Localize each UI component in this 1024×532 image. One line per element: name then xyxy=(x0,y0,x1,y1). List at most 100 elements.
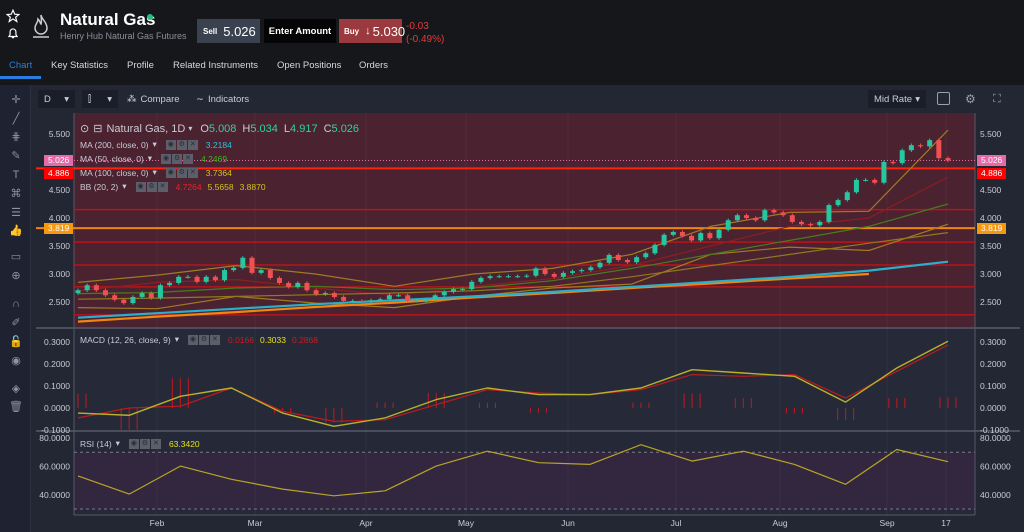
candle xyxy=(304,282,310,291)
ma200-label[interactable]: MA (200, close, 0) xyxy=(80,139,149,150)
close-icon[interactable]: ✕ xyxy=(187,139,198,150)
ma50-label[interactable]: MA (50, close, 0) xyxy=(80,153,144,164)
close-icon[interactable]: ✕ xyxy=(157,181,168,192)
ruler-icon[interactable]: ▭ xyxy=(10,251,22,263)
level-badge-orange-right: 3.819 xyxy=(977,223,1007,234)
close-icon[interactable]: ✕ xyxy=(183,153,194,164)
sell-label: Sell xyxy=(203,26,218,36)
candle xyxy=(414,300,420,302)
tab-open-positions[interactable]: Open Positions xyxy=(277,60,342,71)
tab-related-instruments[interactable]: Related Instruments xyxy=(173,60,259,71)
eye-icon[interactable]: ◉ xyxy=(165,139,176,150)
ma100-legend: MA (100, close, 0) ▾ ◉ ⚙ ✕ 3.7364 xyxy=(80,167,232,178)
stay-drawing-icon[interactable]: ✐ xyxy=(11,317,21,329)
candle xyxy=(176,276,182,283)
eye-icon[interactable]: ◉ xyxy=(187,334,198,345)
ma100-label[interactable]: MA (100, close, 0) xyxy=(80,167,149,178)
candle xyxy=(441,291,447,296)
lock-icon[interactable]: 🔓 xyxy=(9,336,23,348)
eye-icon[interactable]: ◉ xyxy=(161,153,172,164)
price-tick-label: 2.500 xyxy=(49,297,71,307)
rsi-legend: RSI (14) ▾ ◉ ⚙ ✕ 63.3420 xyxy=(80,438,200,449)
chevron-down-icon[interactable]: ▾ xyxy=(188,124,193,133)
eye-icon[interactable]: ◉ xyxy=(165,167,176,178)
candlestick-icon: ⫿ xyxy=(88,93,92,105)
chart-type-select[interactable]: ⫿ ▾ xyxy=(82,90,118,108)
hide-icon[interactable]: ⊟ xyxy=(93,123,103,135)
gear-icon[interactable]: ⚙ xyxy=(172,153,183,164)
rsi-value: 63.3420 xyxy=(168,438,200,449)
close-icon[interactable]: ✕ xyxy=(187,167,198,178)
bb-lower-value: 3.8870 xyxy=(239,181,266,192)
candle xyxy=(139,293,145,297)
buy-button[interactable]: Buy ↓ 5.030 xyxy=(339,19,405,43)
text-icon[interactable]: T xyxy=(12,169,20,181)
sell-button[interactable]: Sell 5.026 xyxy=(197,19,260,43)
eye-icon[interactable]: ◉ xyxy=(135,181,146,192)
measure-icon[interactable]: ☰ xyxy=(11,207,21,219)
settings-gear-icon[interactable]: ⚙ xyxy=(965,92,976,106)
price-tick-label: 5.500 xyxy=(980,129,1002,139)
candle xyxy=(75,290,81,294)
collapse-icon[interactable]: ⊙ xyxy=(80,123,90,135)
main-legend: ⊙ ⊟ Natural Gas, 1D ▾ O 5.008 H 5.034 L 4.917… xyxy=(80,122,359,136)
macd-pane xyxy=(74,329,975,430)
ma200-value: 3.2184 xyxy=(205,139,232,150)
gear-icon[interactable]: ⚙ xyxy=(139,438,150,449)
trend-line-icon[interactable]: ╱ xyxy=(12,113,20,125)
candle xyxy=(478,277,484,282)
zoom-in-icon[interactable]: ⊕ xyxy=(11,270,21,282)
eye-icon[interactable]: ◉ xyxy=(128,438,139,449)
gear-icon[interactable]: ⚙ xyxy=(176,139,187,150)
tab-chart[interactable]: Chart xyxy=(9,60,33,71)
like-icon[interactable]: 👍 xyxy=(9,225,23,237)
rsi-label[interactable]: RSI (14) xyxy=(80,438,112,449)
tab-orders[interactable]: Orders xyxy=(359,60,389,71)
rsi-tick-label: 40.0000 xyxy=(980,490,1011,500)
tab-bar: Chart Key Statistics Profile Related Ins… xyxy=(0,60,500,74)
interval-select[interactable]: D ▾ xyxy=(38,90,75,108)
ma200-legend: MA (200, close, 0) ▾ ◉ ⚙ ✕ 3.2184 xyxy=(80,139,232,150)
macd-hist-value: 0.0166 xyxy=(227,334,254,345)
rsi-tick-label: 40.0000 xyxy=(39,490,70,500)
gear-icon[interactable]: ⚙ xyxy=(198,334,209,345)
watchlist-star-icon[interactable] xyxy=(5,8,21,23)
compare-button[interactable]: ⁂ Compare xyxy=(127,90,180,108)
macd-tick-label: 0.1000 xyxy=(980,381,1006,391)
brush-icon[interactable]: ✎ xyxy=(11,150,21,162)
level-badge-orange-left: 3.819 xyxy=(44,223,74,234)
macd-tick-label: -0.1000 xyxy=(41,425,70,435)
macd-label[interactable]: MACD (12, 26, close, 9) xyxy=(80,334,171,345)
magnet-icon[interactable]: ∩ xyxy=(12,298,20,310)
layers-icon[interactable]: ◈ xyxy=(11,383,21,395)
enter-amount-input[interactable]: Enter Amount xyxy=(264,19,336,43)
pattern-icon[interactable]: ⌘ xyxy=(10,188,22,200)
price-tick-label: 5.500 xyxy=(49,129,71,139)
trash-icon[interactable]: 🗑 xyxy=(9,401,23,413)
candle xyxy=(597,262,603,268)
price-mode-select[interactable]: Mid Rate ▾ xyxy=(868,90,926,108)
crosshair-icon[interactable]: ✛ xyxy=(11,94,21,106)
fullscreen-icon[interactable]: ⛶ xyxy=(993,92,1001,105)
tab-profile[interactable]: Profile xyxy=(127,60,154,71)
candle xyxy=(148,293,154,299)
eye-icon[interactable]: ◉ xyxy=(11,355,21,367)
symbol-label[interactable]: Natural Gas, 1D xyxy=(106,122,186,135)
screenshot-icon[interactable] xyxy=(937,92,950,105)
gear-icon[interactable]: ⚙ xyxy=(146,181,157,192)
close-icon[interactable]: ✕ xyxy=(150,438,161,449)
price-tick-label: 4.000 xyxy=(980,213,1002,223)
candle xyxy=(286,282,292,287)
tab-key-statistics[interactable]: Key Statistics xyxy=(51,60,109,71)
fib-icon[interactable]: ⋕ xyxy=(11,131,21,143)
candle xyxy=(936,140,942,159)
gear-icon[interactable]: ⚙ xyxy=(176,167,187,178)
alert-bell-icon[interactable] xyxy=(6,26,20,40)
down-arrow-icon: ↓ xyxy=(365,25,371,37)
indicators-label: Indicators xyxy=(207,93,250,105)
indicators-button[interactable]: ∼ Indicators xyxy=(196,90,249,108)
close-icon[interactable]: ✕ xyxy=(209,334,220,345)
x-tick-label: Jul xyxy=(671,518,682,528)
bb-label[interactable]: BB (20, 2) xyxy=(80,181,119,192)
